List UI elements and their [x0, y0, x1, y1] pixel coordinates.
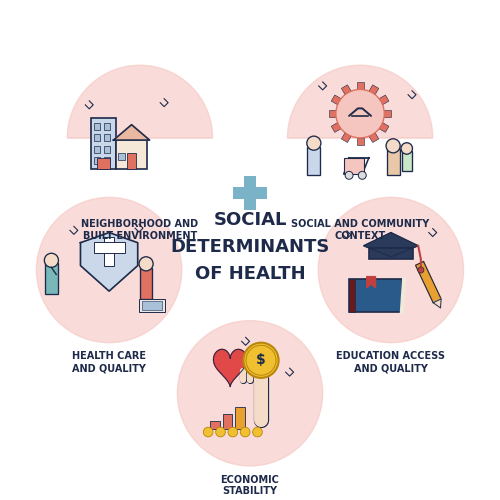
Circle shape [336, 90, 384, 138]
Bar [94, 158, 100, 164]
Bar [342, 85, 351, 94]
Bar [210, 422, 220, 428]
Polygon shape [366, 276, 376, 287]
Bar [307, 146, 320, 176]
Circle shape [318, 198, 464, 342]
Circle shape [307, 136, 321, 150]
Bar [139, 298, 166, 312]
Bar [342, 133, 351, 142]
Bar [356, 138, 364, 145]
Bar [94, 242, 124, 254]
Circle shape [36, 198, 182, 342]
Polygon shape [114, 124, 150, 140]
Circle shape [228, 427, 237, 437]
Text: ECONOMIC
STABILITY: ECONOMIC STABILITY [220, 475, 280, 496]
Circle shape [178, 320, 322, 466]
Circle shape [252, 427, 262, 437]
Text: DETERMINANTS: DETERMINANTS [170, 238, 330, 256]
Bar [104, 158, 110, 164]
Circle shape [240, 427, 250, 437]
Bar [244, 176, 256, 210]
Circle shape [418, 267, 424, 273]
Bar [142, 301, 163, 310]
Polygon shape [80, 232, 138, 291]
Bar [331, 95, 341, 104]
Bar [104, 123, 110, 130]
Bar [356, 82, 364, 89]
Bar [94, 123, 100, 130]
Bar [386, 149, 400, 176]
Bar [369, 133, 379, 142]
Polygon shape [364, 232, 418, 257]
Bar [140, 268, 152, 298]
Bar [104, 134, 110, 141]
Text: SOCIAL AND COMMUNITY
CONTEXT: SOCIAL AND COMMUNITY CONTEXT [291, 220, 429, 241]
Circle shape [44, 254, 59, 268]
Bar [402, 151, 411, 171]
Circle shape [345, 172, 353, 179]
Bar [45, 264, 58, 294]
Bar [384, 110, 392, 117]
Bar [349, 279, 402, 312]
Polygon shape [288, 65, 432, 138]
Text: NEIGHBORHOOD AND
BUILT ENVIRONMENT: NEIGHBORHOOD AND BUILT ENVIRONMENT [82, 220, 198, 241]
Bar [118, 154, 124, 160]
Bar [92, 118, 116, 168]
Circle shape [216, 427, 226, 437]
Bar [380, 122, 389, 132]
Bar [380, 95, 389, 104]
Circle shape [204, 427, 213, 437]
Bar [104, 237, 115, 266]
Polygon shape [416, 262, 441, 302]
Bar [329, 110, 336, 117]
Text: OF HEALTH: OF HEALTH [194, 265, 306, 283]
Polygon shape [68, 65, 212, 138]
Bar [344, 158, 364, 174]
Bar [222, 414, 232, 428]
Circle shape [401, 142, 412, 154]
Circle shape [386, 139, 400, 153]
Circle shape [358, 172, 366, 179]
Bar [369, 248, 413, 259]
Circle shape [244, 342, 278, 378]
Bar [331, 122, 341, 132]
Bar [349, 279, 355, 312]
Bar [116, 140, 148, 168]
Text: SOCIAL: SOCIAL [214, 210, 286, 228]
Text: HEALTH CARE
AND QUALITY: HEALTH CARE AND QUALITY [72, 352, 146, 373]
Bar [369, 85, 379, 94]
Bar [126, 154, 136, 168]
Bar [94, 134, 100, 141]
Circle shape [246, 346, 276, 375]
Bar [94, 146, 100, 153]
Text: EDUCATION ACCESS
AND QUALITY: EDUCATION ACCESS AND QUALITY [336, 352, 446, 373]
Text: $: $ [256, 354, 266, 368]
Polygon shape [214, 350, 247, 387]
Bar [97, 158, 110, 168]
Circle shape [139, 257, 153, 271]
Polygon shape [433, 299, 441, 308]
Bar [104, 146, 110, 153]
Bar [233, 187, 267, 199]
Bar [235, 408, 244, 428]
